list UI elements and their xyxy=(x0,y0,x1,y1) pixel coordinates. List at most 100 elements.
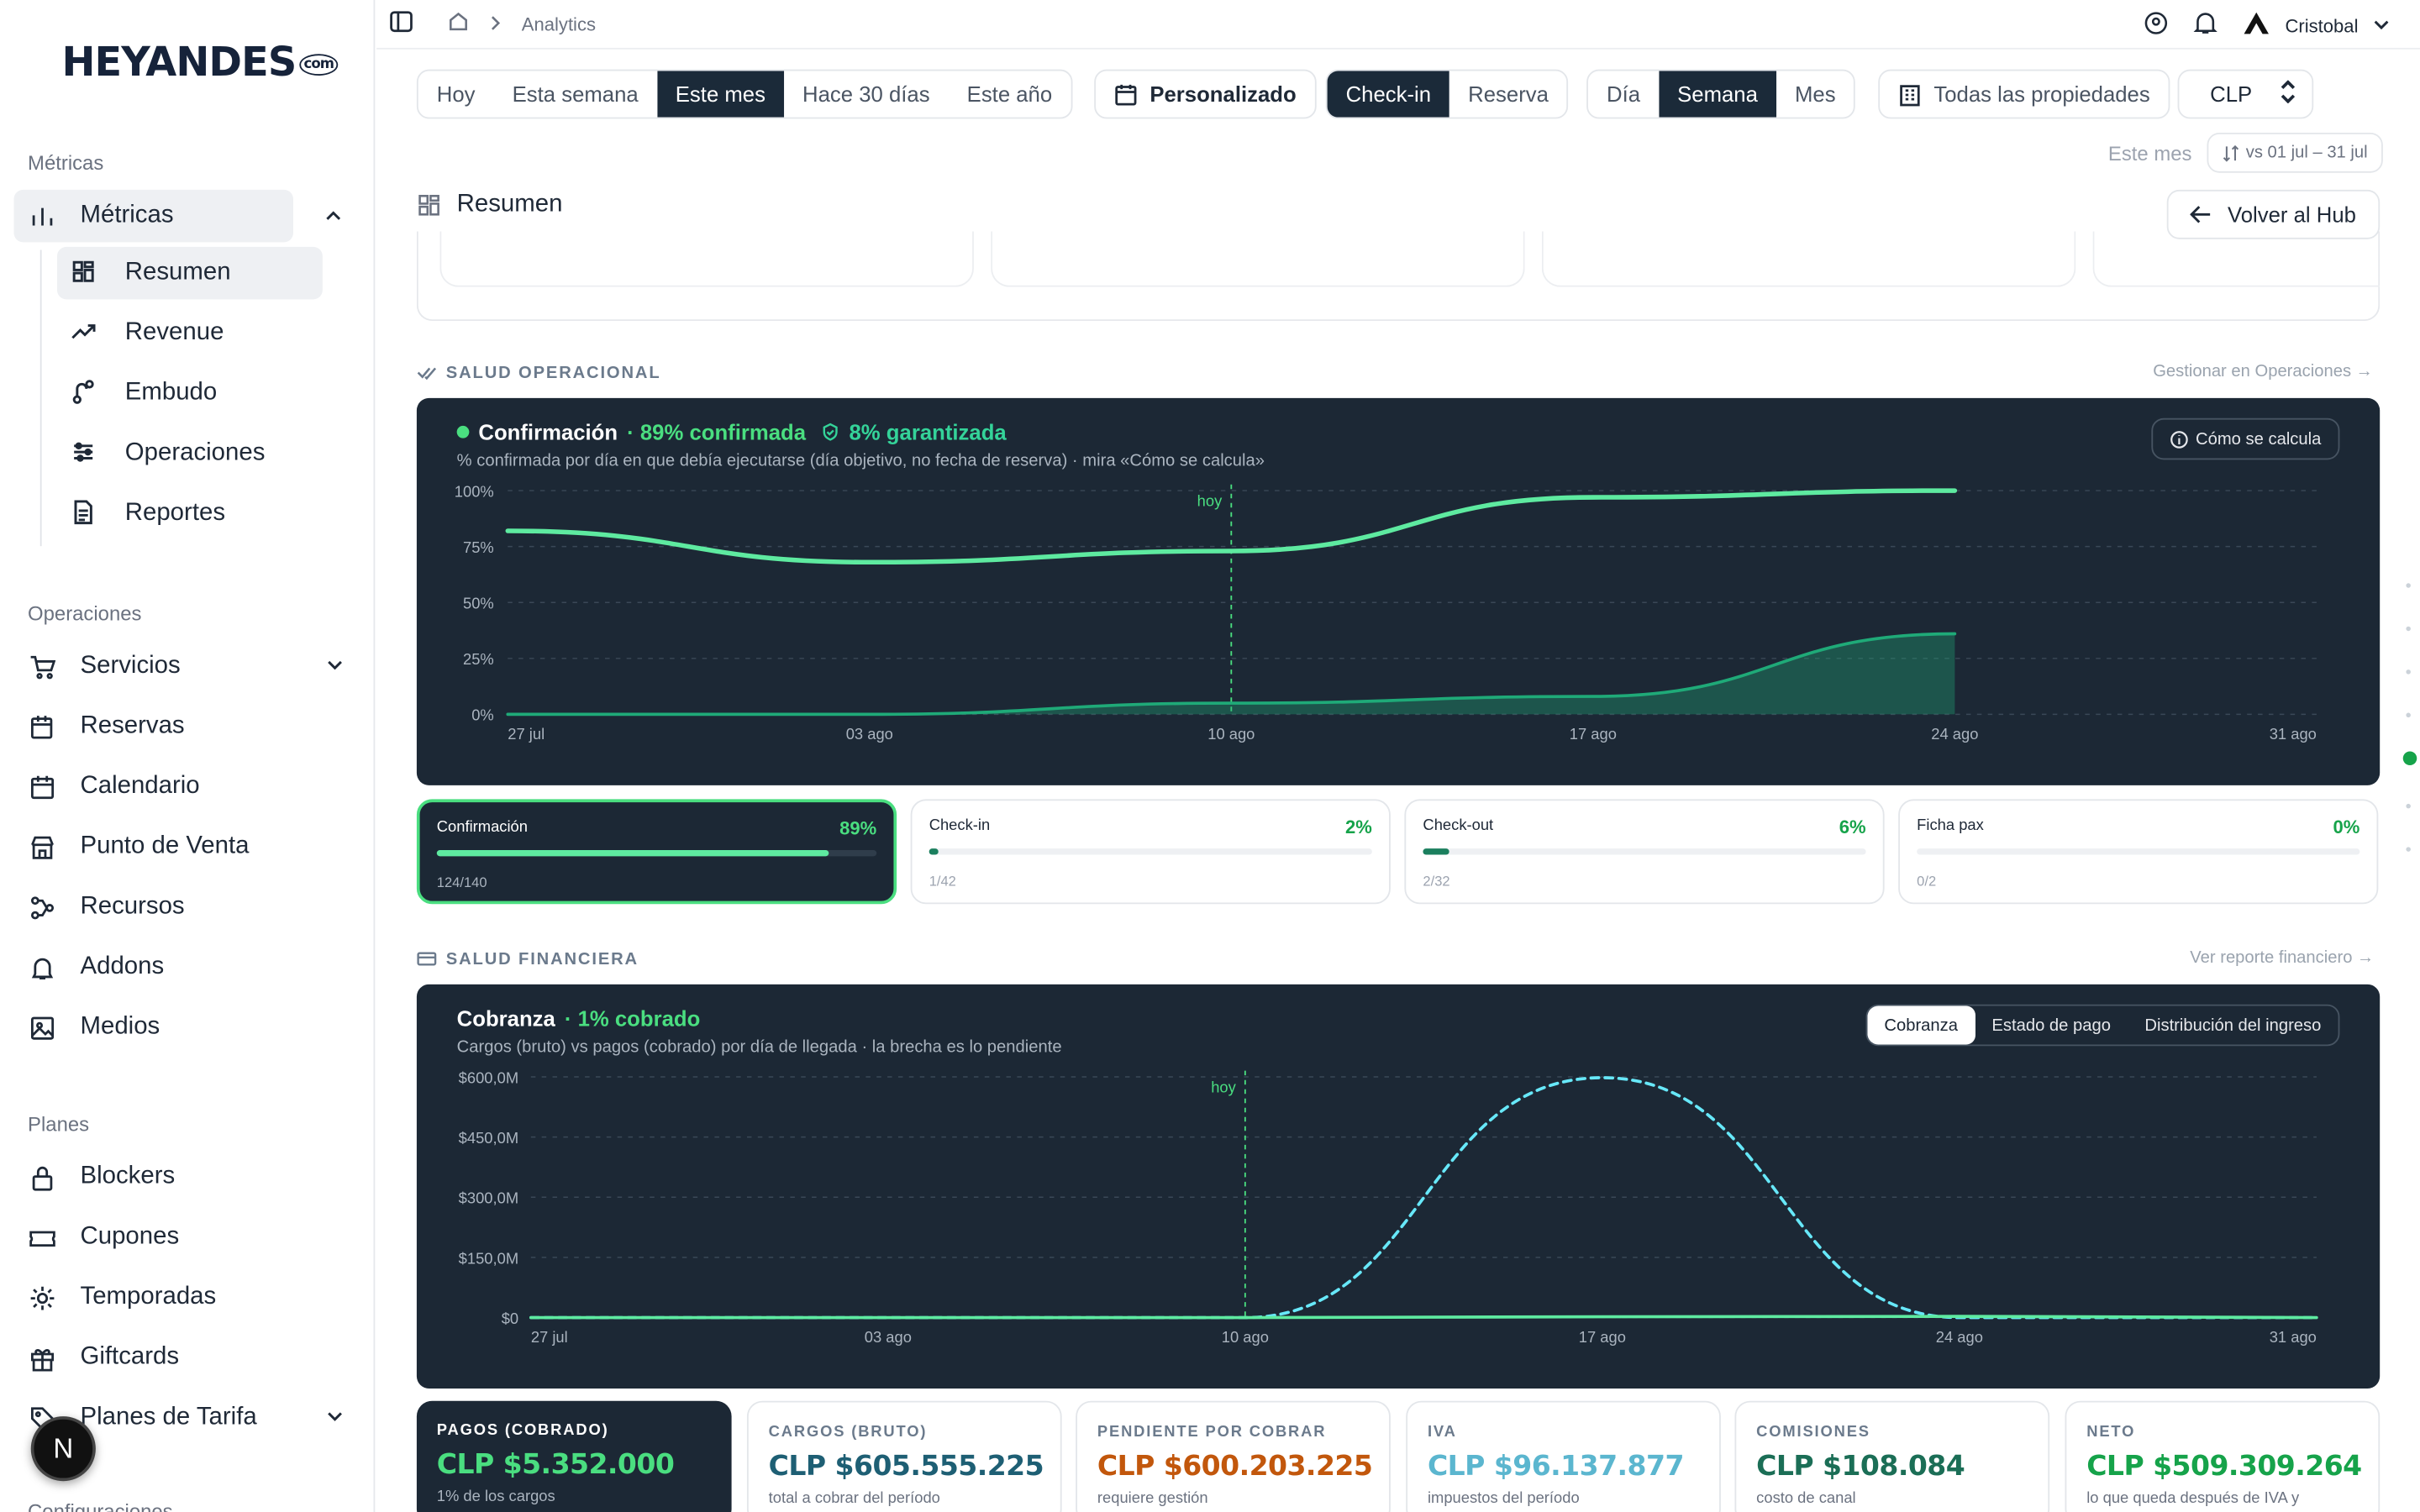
breadcrumb[interactable]: Analytics xyxy=(521,13,597,35)
chevron-down-icon[interactable] xyxy=(326,1405,345,1433)
check-check-icon xyxy=(417,367,437,381)
ops-card-name: Check-in xyxy=(929,817,991,835)
store-icon xyxy=(28,833,55,861)
custom-range-button[interactable]: Personalizado xyxy=(1094,69,1317,119)
scroll-indicator[interactable] xyxy=(2402,583,2417,890)
confirmed-pct: · 89% confirmada xyxy=(627,419,807,444)
x-tick-label: 24 ago xyxy=(1936,1328,1983,1346)
basis-check-in[interactable]: Check-in xyxy=(1327,71,1450,118)
sidebar-item-label: Servicios xyxy=(80,652,181,680)
chevron-up-icon[interactable] xyxy=(324,205,343,233)
y-tick-label: $300,0M xyxy=(459,1189,518,1207)
location-share-icon[interactable] xyxy=(2144,11,2168,40)
sidebar-item-planes-de-tarifa[interactable]: Planes de Tarifa xyxy=(14,1392,363,1444)
x-tick-label: 10 ago xyxy=(1207,725,1255,743)
sidebar-toggle-icon[interactable] xyxy=(389,9,413,39)
today-label: hoy xyxy=(1197,491,1223,509)
sidebar-item-resumen[interactable]: Resumen xyxy=(56,246,323,300)
properties-label: Todas las propiedades xyxy=(1933,81,2150,107)
sidebar-item-embudo[interactable]: Embudo xyxy=(57,367,323,419)
sidebar-item-metricas[interactable]: Métricas xyxy=(13,189,293,243)
grain-mes[interactable]: Mes xyxy=(1794,81,1836,107)
confirmation-chart: 0% 25% 50% 75% 100% 27 jul 03 ago 10 ago 17 ago 2… xyxy=(455,482,2317,743)
sidebar-item-reportes[interactable]: Reportes xyxy=(57,487,323,539)
user-name: Cristobal xyxy=(2285,14,2359,37)
y-tick-label: $450,0M xyxy=(459,1129,518,1147)
sidebar-item-revenue[interactable]: Revenue xyxy=(57,307,323,360)
ops-card-check-out[interactable]: Check-out 6% 2/32 xyxy=(1404,799,1885,905)
sidebar-item-giftcards[interactable]: Giftcards xyxy=(14,1331,363,1383)
back-to-hub-button[interactable]: Volver al Hub xyxy=(2166,189,2381,239)
kpi-sub: lo que queda después de IVA y xyxy=(2086,1490,2300,1508)
sidebar-item-addons[interactable]: Addons xyxy=(14,941,363,993)
confirmation-title-text: Confirmación xyxy=(478,419,618,444)
x-tick-label: 03 ago xyxy=(865,1328,912,1346)
kpi-comisiones[interactable]: COMISIONES CLP $108.084 costo de canal xyxy=(1734,1400,2050,1512)
guaranteed-pct: 8% garantizada xyxy=(849,419,1007,444)
user-avatar-bubble[interactable]: N xyxy=(30,1416,96,1482)
how-calculated-button[interactable]: Cómo se calcula xyxy=(2150,417,2340,460)
ops-manage-link[interactable]: Gestionar en Operaciones → xyxy=(2153,362,2373,381)
y-tick-label: 50% xyxy=(463,595,494,612)
ops-card-pct: 6% xyxy=(1839,816,1866,838)
sidebar-item-blockers[interactable]: Blockers xyxy=(14,1151,363,1203)
ops-card-confirmacion[interactable]: Confirmación 89% 124/140 xyxy=(416,799,897,905)
ops-card-check-in[interactable]: Check-in 2% 1/42 xyxy=(910,799,1391,905)
sidebar-item-punto-de-venta[interactable]: Punto de Venta xyxy=(14,821,363,873)
fin-section-label: SALUD FINANCIERA xyxy=(445,949,639,969)
y-tick-label: 0% xyxy=(471,706,494,724)
chevrons-up-down-icon xyxy=(2277,80,2301,108)
period-este-mes[interactable]: Este mes xyxy=(656,71,785,118)
credit-card-icon xyxy=(417,952,437,966)
ops-card-ficha-pax[interactable]: Ficha pax 0% 0/2 xyxy=(1898,799,2379,905)
sidebar-item-temporadas[interactable]: Temporadas xyxy=(14,1271,363,1323)
series-line xyxy=(505,488,1958,565)
sidebar-item-recursos[interactable]: Recursos xyxy=(14,881,363,933)
calendar-icon xyxy=(28,773,55,801)
properties-filter[interactable]: Todas las propiedades xyxy=(1878,69,2170,119)
bell-icon[interactable] xyxy=(2192,11,2217,40)
tab-distribucion-del-ingreso[interactable]: Distribución del ingreso xyxy=(2144,1016,2322,1035)
kpi-cargos[interactable]: CARGOS (BRUTO) CLP $605.555.225 total a … xyxy=(746,1400,1062,1512)
sidebar-item-medios[interactable]: Medios xyxy=(14,1001,363,1053)
grain-selector: Día Semana Mes xyxy=(1586,69,1856,119)
kpi-pendiente[interactable]: PENDIENTE POR COBRAR CLP $600.203.225 re… xyxy=(1076,1400,1391,1512)
grid-icon xyxy=(71,260,98,287)
sidebar-item-reservas[interactable]: Reservas xyxy=(14,701,363,753)
period-esta-semana[interactable]: Esta semana xyxy=(512,81,639,107)
period-hoy[interactable]: Hoy xyxy=(436,81,476,107)
summary-cards-strip xyxy=(416,231,2381,322)
kpi-neto[interactable]: NETO CLP $509.309.264 lo que queda despu… xyxy=(2065,1400,2381,1512)
kpi-pagos[interactable]: PAGOS (COBRADO) CLP $5.352.000 1% de los… xyxy=(416,1400,732,1512)
chevron-down-icon[interactable] xyxy=(326,654,345,682)
kpi-value: CLP $108.084 xyxy=(1756,1450,1965,1483)
sidebar-item-servicios[interactable]: Servicios xyxy=(14,640,363,692)
period-hace-30-dias[interactable]: Hace 30 días xyxy=(802,81,930,107)
confirmation-title: Confirmación · 89% confirmada 8% garanti… xyxy=(456,419,1007,444)
tab-estado-de-pago[interactable]: Estado de pago xyxy=(1991,1016,2111,1035)
grain-semana[interactable]: Semana xyxy=(1659,71,1776,118)
kpi-sub: impuestos del período xyxy=(1427,1490,1580,1508)
chevron-right-icon xyxy=(487,13,502,35)
period-este-ano[interactable]: Este año xyxy=(966,81,1053,107)
trending-up-icon xyxy=(71,319,98,347)
currency-select[interactable]: CLP xyxy=(2177,69,2314,119)
kpi-label: PAGOS (COBRADO) xyxy=(436,1422,609,1440)
series-line xyxy=(506,632,1957,717)
compare-range-button[interactable]: vs 01 jul – 31 jul xyxy=(2207,132,2384,173)
kpi-iva[interactable]: IVA CLP $96.137.877 impuestos del períod… xyxy=(1406,1400,1721,1512)
y-tick-label: 75% xyxy=(463,538,494,556)
sidebar-item-cupones[interactable]: Cupones xyxy=(14,1211,363,1263)
user-menu[interactable]: Cristobal xyxy=(2242,11,2389,40)
fin-section-header: SALUD FINANCIERA xyxy=(417,949,639,969)
tab-cobranza[interactable]: Cobranza xyxy=(1867,1005,1975,1045)
brand-logo[interactable]: HEYANDES com xyxy=(61,40,339,87)
sidebar-item-label: Recursos xyxy=(80,893,185,920)
home-icon[interactable] xyxy=(448,11,470,37)
fin-report-link[interactable]: Ver reporte financiero → xyxy=(2190,948,2375,968)
sidebar-item-calendario[interactable]: Calendario xyxy=(14,760,363,812)
basis-reserva[interactable]: Reserva xyxy=(1468,81,1549,107)
sun-snow-icon xyxy=(28,1284,55,1311)
grain-dia[interactable]: Día xyxy=(1607,81,1641,107)
sidebar-item-operaciones[interactable]: Operaciones xyxy=(57,428,323,480)
